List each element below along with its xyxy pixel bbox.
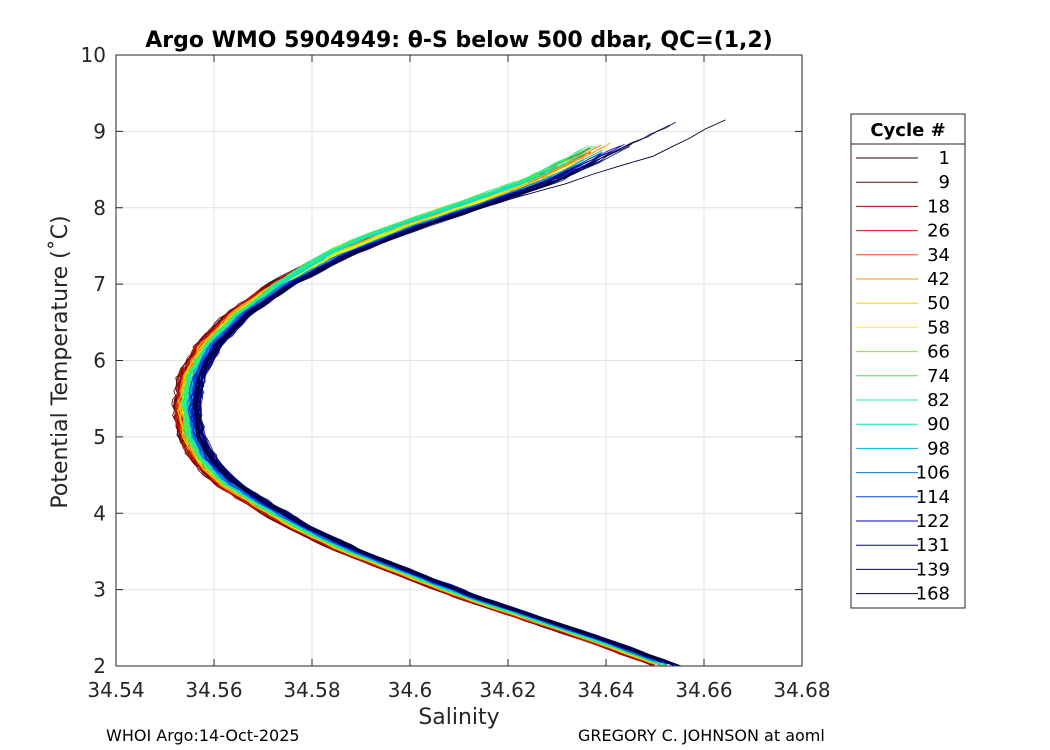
footer-right: GREGORY C. JOHNSON at aoml	[578, 726, 825, 745]
profile-line	[181, 148, 652, 662]
profile-line	[193, 178, 658, 661]
axis-ticks: 34.54 34.56 34.58 34.6 34.62 34.64 34.66 34.68 2…	[81, 43, 831, 702]
legend-items: 1 9 18 26 34 42 50 58 66 74 82 90 98 106 114 122 131 139 1…	[856, 148, 950, 605]
y-axis-label: Potential Temperature (˚C)	[48, 215, 73, 508]
y-tick-label: 10	[81, 43, 106, 67]
legend-label: 50	[927, 293, 950, 314]
legend-label: 131	[916, 535, 950, 556]
y-tick-label: 2	[93, 654, 106, 678]
legend-label: 168	[916, 584, 950, 605]
legend-title: Cycle #	[870, 120, 945, 141]
legend-label: 9	[939, 172, 950, 193]
footer-left: WHOI Argo:14-Oct-2025	[106, 726, 300, 745]
legend-label: 18	[927, 196, 950, 217]
legend-label: 122	[916, 511, 950, 532]
legend: Cycle # 1 9 18 26 34 42 50 58 66 74 82 90 98 106 114 12…	[850, 113, 966, 609]
legend-label: 66	[927, 342, 950, 363]
x-tick-label: 34.64	[577, 678, 634, 702]
legend-label: 42	[927, 269, 950, 290]
x-tick-label: 34.68	[773, 678, 830, 702]
y-tick-label: 5	[93, 425, 106, 449]
legend-label: 106	[916, 463, 950, 484]
x-tick-label: 34.54	[87, 678, 144, 702]
x-tick-label: 34.58	[283, 678, 340, 702]
legend-label: 82	[927, 390, 950, 411]
legend-label: 1	[939, 148, 950, 169]
legend-label: 139	[916, 559, 950, 580]
legend-label: 34	[927, 245, 950, 266]
x-tick-label: 34.66	[675, 678, 732, 702]
x-tick-label: 34.62	[479, 678, 536, 702]
x-tick-label: 34.6	[388, 678, 433, 702]
legend-label: 58	[927, 317, 950, 338]
y-tick-label: 8	[93, 196, 106, 220]
profile-line-cycle-168	[199, 119, 726, 667]
legend-label: 98	[927, 438, 950, 459]
y-tick-label: 7	[93, 272, 106, 296]
chart-title: Argo WMO 5904949: θ-S below 500 dbar, QC…	[145, 28, 773, 53]
profile-line	[193, 124, 671, 660]
legend-label: 90	[927, 414, 950, 435]
x-axis-label: Salinity	[418, 705, 499, 730]
legend-label: 114	[916, 487, 950, 508]
legend-label: 26	[927, 221, 950, 242]
y-tick-label: 6	[93, 349, 106, 373]
legend-box	[850, 113, 966, 609]
profile-line	[183, 153, 644, 658]
profile-lines	[171, 119, 726, 667]
x-tick-label: 34.56	[185, 678, 242, 702]
y-tick-label: 9	[93, 119, 106, 143]
legend-label: 74	[927, 366, 950, 387]
y-tick-label: 3	[93, 578, 106, 602]
y-tick-label: 4	[93, 501, 106, 525]
